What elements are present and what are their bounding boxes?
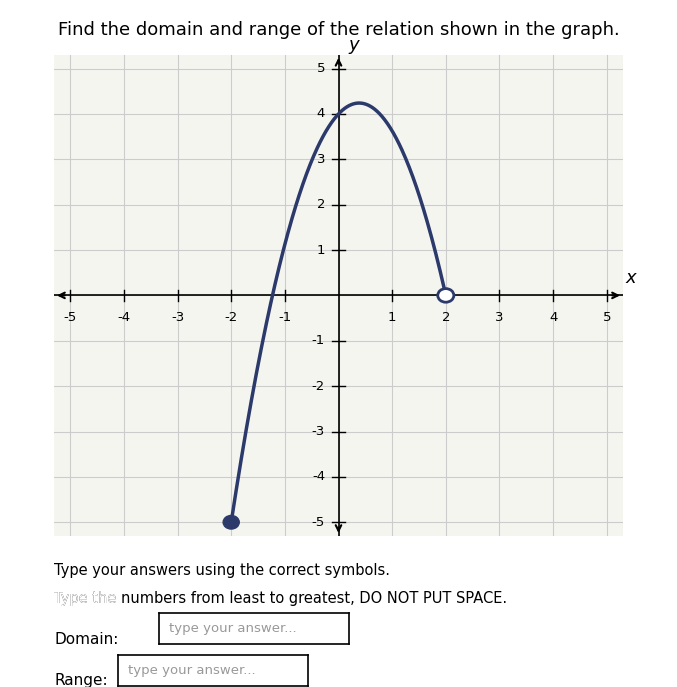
Text: Type your answers using the correct symbols.: Type your answers using the correct symb… — [54, 563, 390, 578]
Text: type your answer...: type your answer... — [128, 664, 256, 677]
Text: 4: 4 — [549, 311, 557, 324]
Text: type your answer...: type your answer... — [169, 622, 297, 635]
Text: Find the domain and range of the relation shown in the graph.: Find the domain and range of the relatio… — [58, 21, 619, 38]
Text: 5: 5 — [603, 311, 611, 324]
Text: 3: 3 — [317, 153, 325, 166]
Text: 5: 5 — [317, 62, 325, 75]
Text: -2: -2 — [312, 380, 325, 393]
Text: -4: -4 — [117, 311, 131, 324]
Text: 3: 3 — [495, 311, 504, 324]
Text: -4: -4 — [312, 471, 325, 484]
Text: Type the: Type the — [54, 591, 121, 606]
Text: 4: 4 — [317, 107, 325, 120]
Circle shape — [438, 289, 454, 302]
Text: Range:: Range: — [54, 673, 108, 687]
Text: 2: 2 — [317, 198, 325, 211]
Text: x: x — [626, 269, 636, 287]
Text: y: y — [348, 36, 359, 54]
Text: -3: -3 — [312, 425, 325, 438]
Text: -2: -2 — [225, 311, 238, 324]
Circle shape — [223, 515, 239, 529]
Text: 1: 1 — [388, 311, 397, 324]
Text: -5: -5 — [64, 311, 77, 324]
Text: -3: -3 — [171, 311, 184, 324]
Text: 1: 1 — [317, 244, 325, 256]
Text: -5: -5 — [312, 516, 325, 529]
Text: Domain:: Domain: — [54, 632, 118, 647]
Text: -1: -1 — [278, 311, 292, 324]
Text: Type the numbers from least to greatest, DO NOT PUT SPACE.: Type the numbers from least to greatest,… — [54, 591, 507, 606]
Text: 2: 2 — [441, 311, 450, 324]
Text: -1: -1 — [312, 335, 325, 347]
